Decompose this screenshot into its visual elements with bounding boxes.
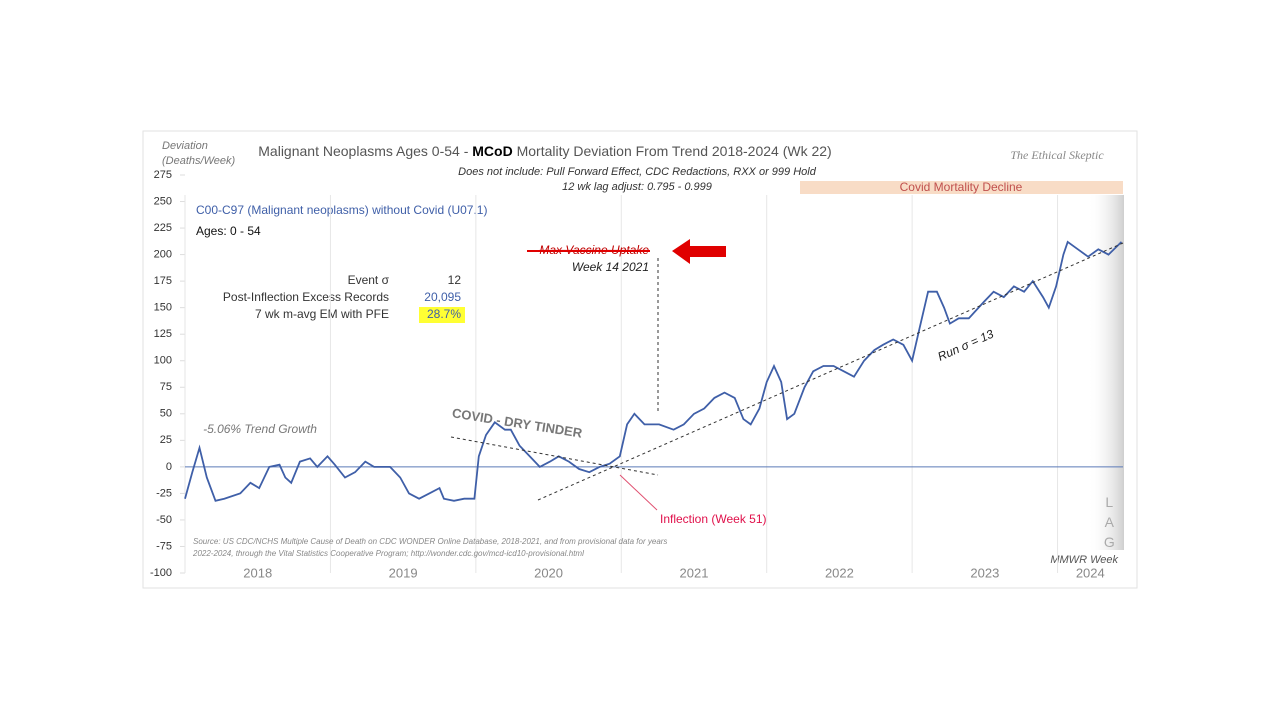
annotation: Covid Mortality Decline <box>900 180 1023 194</box>
y-tick-label: 125 <box>154 328 172 340</box>
x-tick-label: 2023 <box>970 565 999 580</box>
annotation: -5.06% Trend Growth <box>203 422 317 436</box>
y-tick-label: 0 <box>166 461 172 473</box>
stat-label: 7 wk m-avg EM with PFE <box>255 307 389 321</box>
x-tick-label: 2018 <box>243 565 272 580</box>
x-tick-label: 2020 <box>534 565 563 580</box>
y-tick-label: 25 <box>160 434 172 446</box>
series-label: C00-C97 (Malignant neoplasms) without Co… <box>196 203 487 217</box>
y-label: (Deaths/Week) <box>162 155 235 167</box>
inflection-pointer <box>619 474 658 511</box>
y-tick-label: 150 <box>154 302 172 314</box>
annotation: Week 14 2021 <box>572 260 649 274</box>
stat-label: Event σ <box>348 273 390 287</box>
x-tick-label: 2021 <box>680 565 709 580</box>
covid-decline-band <box>800 181 1123 194</box>
source: Source: US CDC/NCHS Multiple Cause of De… <box>193 537 667 546</box>
y-tick-label: -50 <box>156 514 172 526</box>
trend-line <box>537 242 1124 501</box>
y-tick-label: -100 <box>150 567 172 579</box>
x-label: MMWR Week <box>1050 554 1118 566</box>
x-tick-label: 2019 <box>389 565 418 580</box>
x-tick-label: 2022 <box>825 565 854 580</box>
x-tick-label: 2024 <box>1076 565 1105 580</box>
annotation: Inflection (Week 51) <box>660 512 767 526</box>
subtitle: Does not include: Pull Forward Effect, C… <box>458 166 817 178</box>
y-tick-label: -75 <box>156 540 172 552</box>
ages-label: Ages: 0 - 54 <box>196 224 261 238</box>
y-tick-label: 225 <box>154 222 172 234</box>
title-part: Malignant Neoplasms Ages 0-54 - <box>258 143 472 159</box>
source: 2022-2024, through the Vital Statistics … <box>192 549 584 558</box>
stat-value: 20,095 <box>424 290 461 304</box>
highlight <box>419 307 465 323</box>
subtitle: 12 wk lag adjust: 0.795 - 0.999 <box>562 181 712 193</box>
y-label: Deviation <box>162 140 208 152</box>
y-tick-label: 175 <box>154 275 172 287</box>
stat-value: 28.7% <box>427 307 461 321</box>
lag-label: LAG <box>1101 494 1117 554</box>
y-tick-label: 50 <box>160 408 172 420</box>
brand: The Ethical Skeptic <box>1010 148 1104 162</box>
y-tick-label: -25 <box>156 487 172 499</box>
y-tick-label: 100 <box>154 355 172 367</box>
y-tick-label: 75 <box>160 381 172 393</box>
y-tick-label: 200 <box>154 249 172 261</box>
title-part: MCoD <box>472 143 512 159</box>
stat-label: Post-Inflection Excess Records <box>223 290 389 304</box>
arrow <box>672 239 726 264</box>
chart-title: Malignant Neoplasms Ages 0-54 - MCoD Mor… <box>258 143 831 159</box>
plot: -100 -75 -50 -25 0 25 50 75 100 125 150 175 200 225 25… <box>150 169 1123 580</box>
stat-value: 12 <box>448 273 462 287</box>
trend-line <box>450 436 659 476</box>
title-part: Mortality Deviation From Trend 2018-2024… <box>513 143 832 159</box>
chart-frame <box>142 130 1138 589</box>
y-tick-label: 250 <box>154 195 172 207</box>
series-line <box>184 240 1123 502</box>
y-tick-label: 275 <box>154 169 172 181</box>
